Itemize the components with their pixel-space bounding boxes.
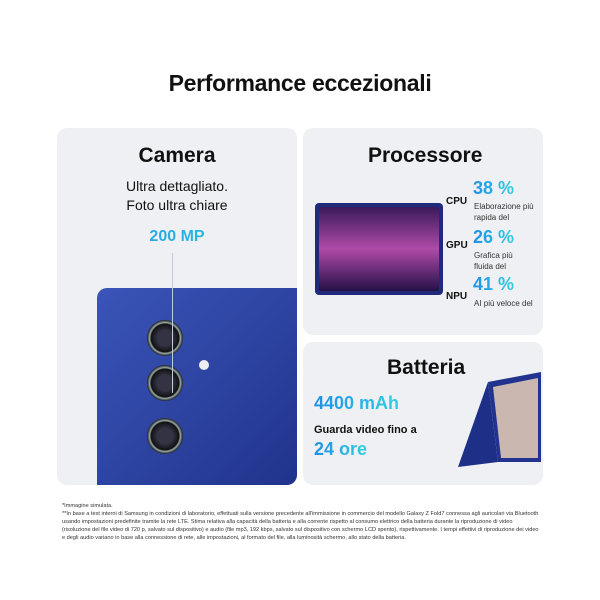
megapixel-value: 200 MP xyxy=(57,228,297,246)
camera-line2: Foto ultra chiare xyxy=(126,197,228,213)
camera-line1: Ultra dettagliato. xyxy=(126,178,228,194)
tablet-image xyxy=(315,203,443,295)
battery-card: Batteria 4400 mAh Guarda video fino a 24… xyxy=(303,342,543,485)
gpu-desc: Grafica più fluida del xyxy=(474,251,513,271)
phone-image xyxy=(97,288,297,485)
cpu-desc: Elaborazione più rapida del xyxy=(474,202,534,222)
page-title: Performance eccezionali xyxy=(168,70,432,96)
camera-lens-icon xyxy=(147,320,183,356)
processor-heading: Processore xyxy=(368,144,483,167)
pointer-line xyxy=(172,253,173,393)
npu-desc: AI più veloce del xyxy=(474,299,533,308)
gpu-label: GPU xyxy=(446,240,468,251)
cpu-value: 38 % xyxy=(473,178,515,198)
gpu-value: 26 % xyxy=(473,227,515,247)
processor-card: Processore CPU 38 % Elaborazione più rap… xyxy=(303,128,543,335)
camera-lens-icon xyxy=(147,418,183,454)
folded-phone-image xyxy=(458,372,541,467)
camera-card: Camera Ultra dettagliato. Foto ultra chi… xyxy=(57,128,297,485)
npu-label: NPU xyxy=(446,291,468,302)
camera-heading: Camera xyxy=(138,144,216,167)
battery-hours: 24 ore xyxy=(314,439,368,459)
battery-line: Guarda video fino a xyxy=(314,424,417,436)
footnote-line2: **In base a test interni di Samsung in c… xyxy=(62,511,539,541)
flash-icon xyxy=(199,360,209,370)
battery-capacity: 4400 mAh xyxy=(314,393,400,413)
cpu-label: CPU xyxy=(446,196,468,207)
footnote: *Immagine simulata. **In base a test int… xyxy=(62,502,542,542)
npu-value: 41 % xyxy=(473,274,515,294)
battery-heading: Batteria xyxy=(387,356,466,379)
camera-lens-icon xyxy=(147,365,183,401)
footnote-line1: *Immagine simulata. xyxy=(62,503,113,509)
